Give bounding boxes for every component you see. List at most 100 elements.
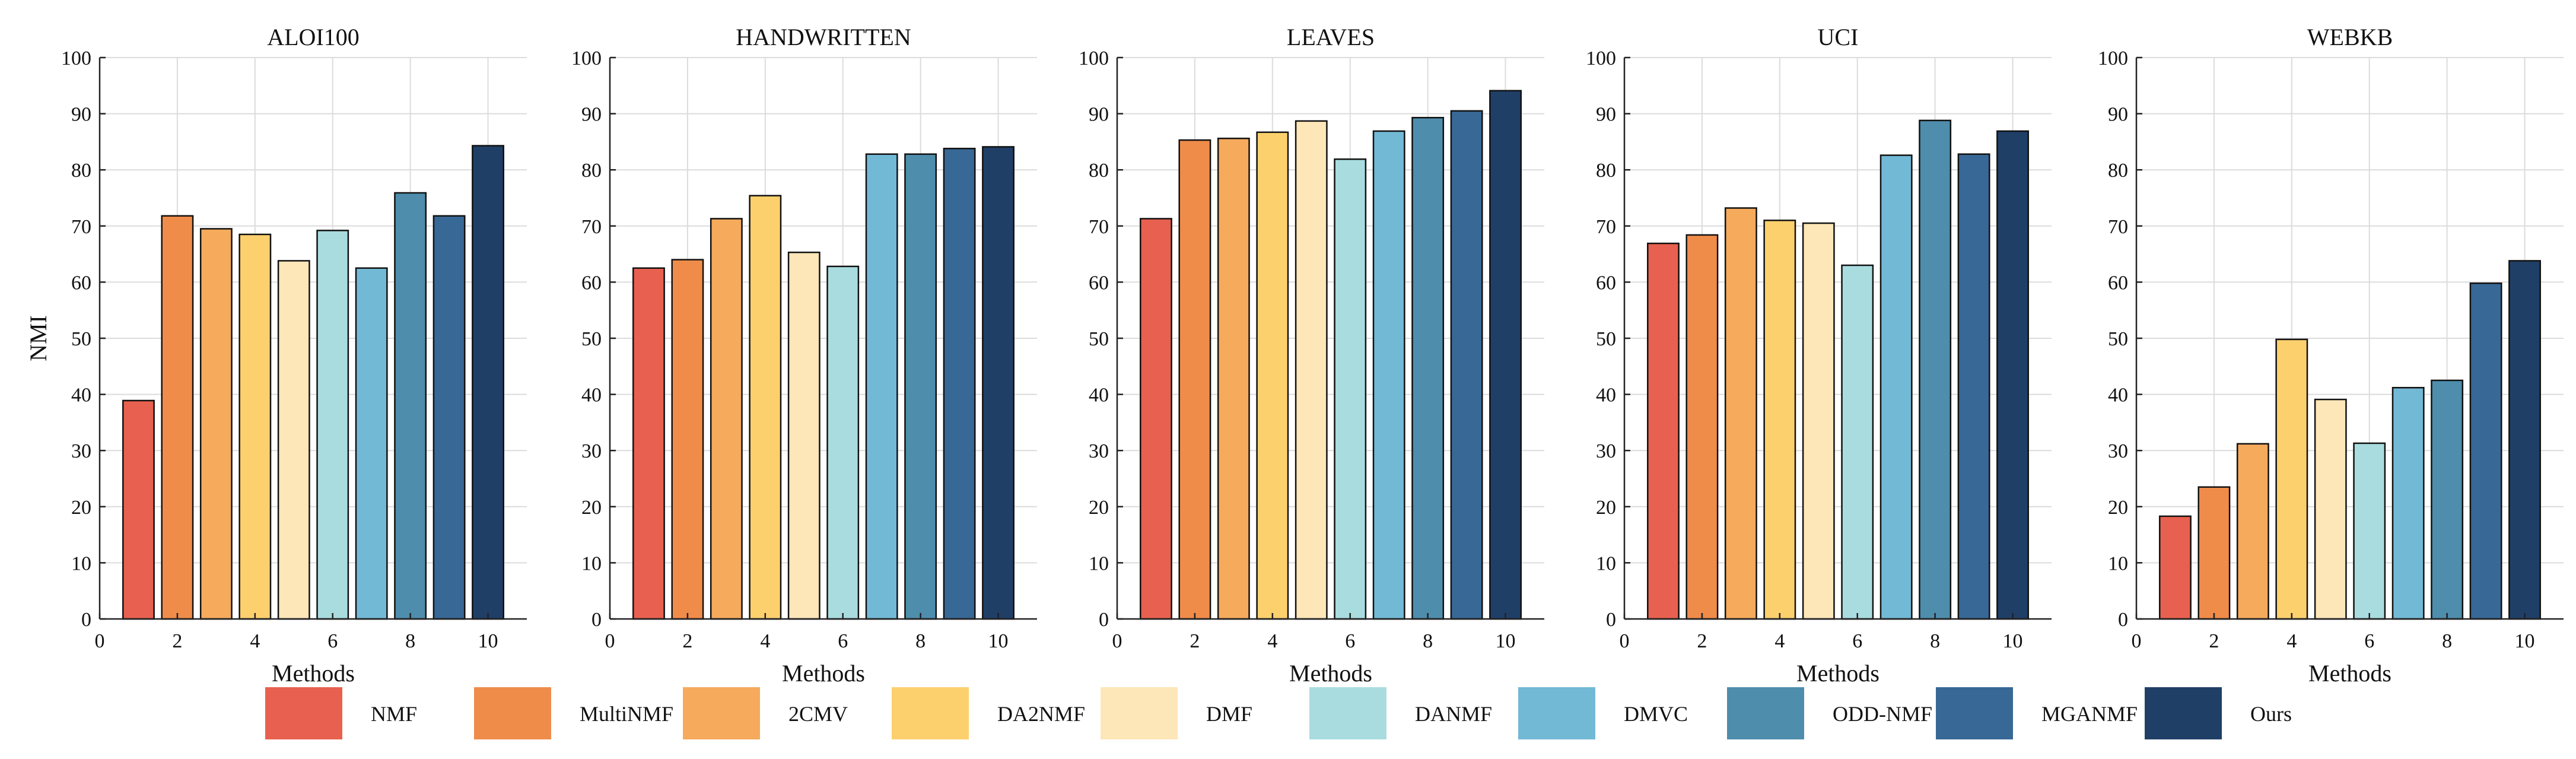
y-tick-label: 40 — [1596, 385, 1616, 407]
bar-danmf-4 — [2353, 442, 2386, 620]
chart-title: LEAVES — [1287, 24, 1375, 50]
y-tick-label: 40 — [581, 385, 602, 407]
bar-nmf-0 — [122, 399, 155, 620]
x-tick-label: 10 — [988, 630, 1009, 652]
bar-dmf-3 — [1802, 222, 1835, 620]
legend-label-da2nmf: DA2NMF — [997, 702, 1085, 726]
bar-ours-0 — [472, 145, 504, 620]
chart-panel-3: 0 10 20 30 40 50 60 70 80 90 100 0 2 4 6 8 10 UCI Methods — [1586, 24, 2052, 687]
bar-multinmf-4 — [2197, 486, 2231, 620]
chart-title: WEBKB — [2307, 24, 2393, 50]
x-tick-label: 4 — [1267, 630, 1277, 652]
bar-odd-nmf-0 — [394, 192, 427, 620]
chart-title: ALOI100 — [267, 24, 360, 50]
bar-danmf-1 — [826, 265, 860, 620]
x-tick-label: 0 — [95, 630, 105, 652]
y-tick-label: 0 — [591, 609, 602, 631]
x-tick-label: 10 — [1496, 630, 1516, 652]
bar-danmf-0 — [316, 230, 349, 620]
legend-swatch-mganmf — [1936, 687, 2013, 739]
x-axis-label: Methods — [782, 660, 865, 687]
x-tick-label: 2 — [1697, 630, 1707, 652]
bar-multinmf-0 — [161, 215, 194, 620]
y-tick-label: 0 — [1099, 609, 1109, 631]
y-tick-label: 10 — [1596, 552, 1616, 574]
bar-dmvc-2 — [1372, 130, 1405, 620]
y-tick-label: 50 — [1089, 328, 1109, 350]
legend-swatch-dmvc — [1518, 687, 1595, 739]
y-tick-label: 90 — [1089, 104, 1109, 126]
legend-swatch-ours — [2145, 687, 2222, 739]
chart-panel-2: 0 10 20 30 40 50 60 70 80 90 100 0 2 4 6 8 10 LEAVES Metho… — [1079, 24, 1544, 687]
x-tick-label: 6 — [1852, 630, 1862, 652]
y-tick-label: 10 — [581, 552, 602, 574]
y-tick-label: 30 — [581, 440, 602, 462]
legend-swatch-2cmv — [683, 687, 760, 739]
y-tick-label: 70 — [1089, 216, 1109, 238]
y-tick-label: 50 — [1596, 328, 1616, 350]
y-tick-label: 30 — [71, 440, 91, 462]
y-tick-label: 50 — [2108, 328, 2128, 350]
x-tick-label: 6 — [838, 630, 848, 652]
bar-odd-nmf-2 — [1411, 116, 1445, 620]
y-tick-label: 100 — [2098, 47, 2128, 69]
bar-nmf-1 — [632, 267, 665, 620]
x-tick-label: 4 — [1774, 630, 1785, 652]
bar-dmf-2 — [1295, 120, 1328, 620]
x-tick-label: 4 — [760, 630, 770, 652]
x-tick-label: 0 — [605, 630, 615, 652]
y-tick-label: 90 — [2108, 104, 2128, 126]
bar-dmvc-1 — [865, 153, 898, 620]
bar-mganmf-3 — [1957, 153, 1990, 620]
bar-multinmf-2 — [1178, 139, 1211, 620]
legend-label-2cmv: 2CMV — [788, 702, 848, 726]
legend-swatch-nmf — [265, 687, 342, 739]
y-tick-label: 80 — [71, 160, 91, 182]
y-tick-label: 90 — [581, 104, 602, 126]
x-tick-label: 6 — [327, 630, 338, 652]
x-tick-label: 4 — [2286, 630, 2297, 652]
x-tick-label: 10 — [478, 630, 498, 652]
chart-title: HANDWRITTEN — [736, 24, 911, 50]
x-tick-label: 10 — [2003, 630, 2023, 652]
bar-dmf-1 — [787, 252, 820, 620]
chart-panel-4: 0 10 20 30 40 50 60 70 80 90 100 0 2 4 6 8 10 WEBKB Method… — [2098, 24, 2564, 687]
y-tick-label: 30 — [1596, 440, 1616, 462]
y-tick-label: 10 — [1089, 552, 1109, 574]
legend-label-danmf: DANMF — [1415, 702, 1492, 726]
bar-dmf-0 — [277, 260, 310, 620]
y-tick-label: 30 — [1089, 440, 1109, 462]
bar-nmf-3 — [1647, 242, 1680, 620]
bar-da2nmf-2 — [1256, 131, 1289, 620]
x-tick-label: 2 — [682, 630, 692, 652]
y-tick-label: 10 — [2108, 552, 2128, 574]
y-tick-label: 90 — [1596, 104, 1616, 126]
bar-da2nmf-3 — [1763, 220, 1796, 620]
bar-dmvc-0 — [355, 267, 388, 620]
bar-odd-nmf-1 — [904, 153, 937, 620]
bar-danmf-3 — [1841, 264, 1874, 620]
x-tick-label: 2 — [2209, 630, 2219, 652]
y-tick-label: 20 — [1596, 497, 1616, 519]
bar-danmf-2 — [1334, 158, 1367, 620]
y-tick-label: 70 — [2108, 216, 2128, 238]
x-tick-label: 4 — [250, 630, 260, 652]
legend-label-dmvc: DMVC — [1624, 702, 1688, 726]
bar-ours-4 — [2508, 260, 2541, 620]
legend: NMF MultiNMF 2CMV DA2NMF DMF DANMF DMVC ODD-NMF… — [265, 687, 2292, 739]
y-tick-label: 80 — [1596, 160, 1616, 182]
y-tick-label: 0 — [2118, 609, 2128, 631]
y-tick-label: 20 — [71, 497, 91, 519]
y-tick-label: 40 — [71, 385, 91, 407]
bar-2cmv-2 — [1217, 137, 1250, 620]
y-tick-label: 40 — [1089, 385, 1109, 407]
bar-multinmf-1 — [671, 259, 704, 620]
y-tick-label: 60 — [2108, 272, 2128, 294]
y-tick-label: 100 — [571, 47, 602, 69]
legend-label-ours: Ours — [2250, 702, 2292, 726]
bar-nmf-4 — [2159, 515, 2192, 620]
bar-odd-nmf-4 — [2431, 379, 2464, 620]
x-tick-label: 2 — [1190, 630, 1200, 652]
legend-swatch-multinmf — [474, 687, 551, 739]
